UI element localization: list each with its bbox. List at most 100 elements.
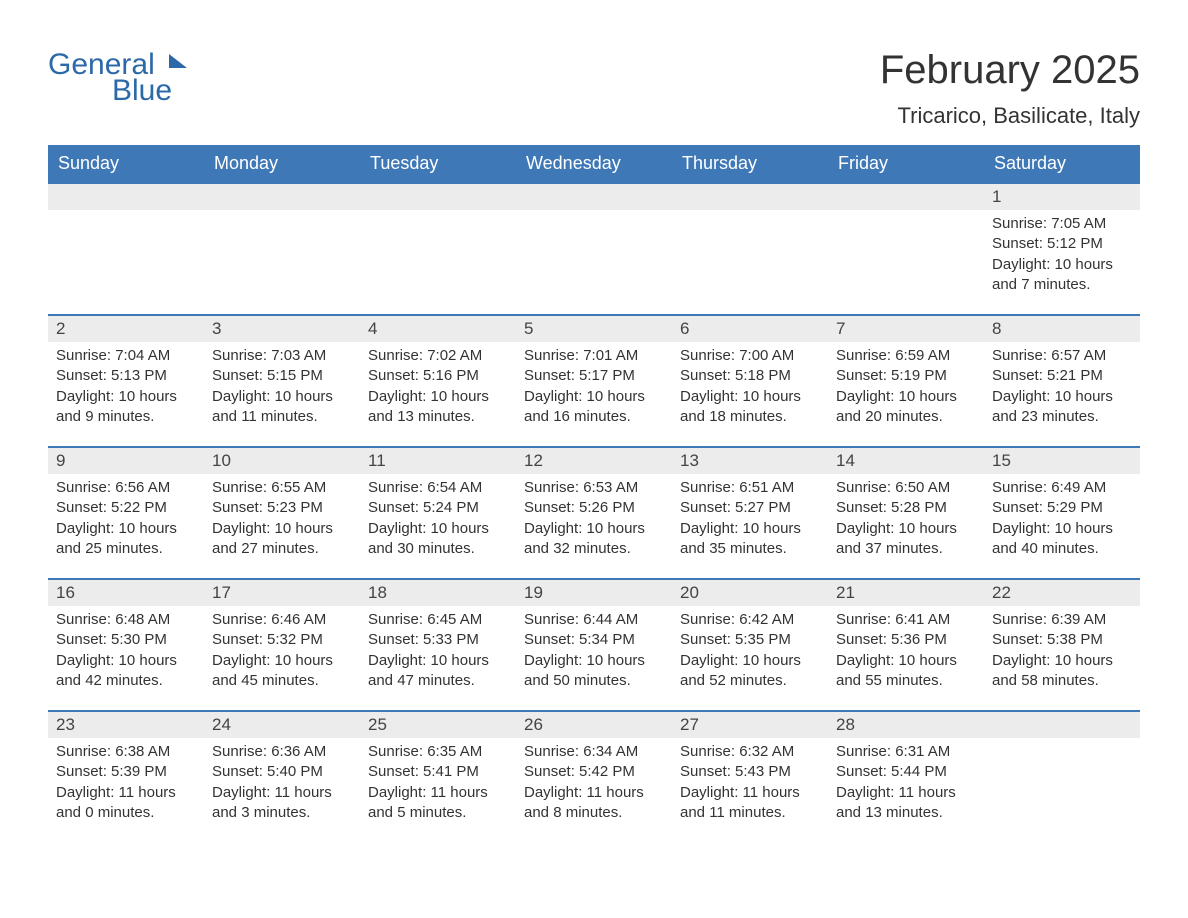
sunrise-line: Sunrise: 6:54 AM [368,478,508,498]
sunset-line: Sunset: 5:26 PM [524,498,664,518]
daylight-line: Daylight: 11 hours and 8 minutes. [524,783,664,824]
day-number: 8 [984,316,1140,342]
sunset-label: Sunset: [368,367,419,384]
daylight-line: Daylight: 11 hours and 13 minutes. [836,783,976,824]
sunrise-line: Sunrise: 6:49 AM [992,478,1132,498]
day-cell: 20Sunrise: 6:42 AMSunset: 5:35 PMDayligh… [672,580,828,710]
sunrise-label: Sunrise: [56,743,111,760]
daylight-label: Daylight: [680,652,738,669]
sunset-value: 5:28 PM [891,499,947,516]
sunrise-line: Sunrise: 6:39 AM [992,610,1132,630]
weekday-header: Sunday [48,145,204,182]
sunrise-line: Sunrise: 7:04 AM [56,346,196,366]
sunset-label: Sunset: [524,499,575,516]
sunset-value: 5:41 PM [423,763,479,780]
day-details: Sunrise: 6:34 AMSunset: 5:42 PMDaylight:… [516,738,672,831]
day-cell [516,184,672,314]
sunrise-line: Sunrise: 6:35 AM [368,742,508,762]
sunset-label: Sunset: [524,367,575,384]
day-details: Sunrise: 6:36 AMSunset: 5:40 PMDaylight:… [204,738,360,831]
day-cell: 13Sunrise: 6:51 AMSunset: 5:27 PMDayligh… [672,448,828,578]
daylight-label: Daylight: [368,784,426,801]
sunset-value: 5:16 PM [423,367,479,384]
sunrise-line: Sunrise: 6:56 AM [56,478,196,498]
day-details: Sunrise: 6:31 AMSunset: 5:44 PMDaylight:… [828,738,984,831]
day-number: 17 [204,580,360,606]
daylight-label: Daylight: [992,388,1050,405]
sunrise-label: Sunrise: [836,743,891,760]
day-details: Sunrise: 6:48 AMSunset: 5:30 PMDaylight:… [48,606,204,699]
daylight-label: Daylight: [992,256,1050,273]
day-number: 18 [360,580,516,606]
day-details: Sunrise: 7:03 AMSunset: 5:15 PMDaylight:… [204,342,360,435]
daylight-label: Daylight: [212,520,270,537]
sunset-label: Sunset: [56,367,107,384]
sunrise-line: Sunrise: 6:46 AM [212,610,352,630]
sunrise-value: 6:42 AM [739,611,794,628]
calendar-body: 1Sunrise: 7:05 AMSunset: 5:12 PMDaylight… [48,182,1140,842]
sunrise-line: Sunrise: 6:44 AM [524,610,664,630]
daylight-line: Daylight: 11 hours and 5 minutes. [368,783,508,824]
daylight-line: Daylight: 11 hours and 0 minutes. [56,783,196,824]
day-details: Sunrise: 6:41 AMSunset: 5:36 PMDaylight:… [828,606,984,699]
day-cell: 4Sunrise: 7:02 AMSunset: 5:16 PMDaylight… [360,316,516,446]
sunset-label: Sunset: [836,763,887,780]
week-row: 16Sunrise: 6:48 AMSunset: 5:30 PMDayligh… [48,578,1140,710]
daylight-line: Daylight: 11 hours and 11 minutes. [680,783,820,824]
sunrise-label: Sunrise: [836,479,891,496]
sunrise-value: 6:59 AM [895,347,950,364]
day-cell: 23Sunrise: 6:38 AMSunset: 5:39 PMDayligh… [48,712,204,842]
daylight-line: Daylight: 10 hours and 18 minutes. [680,387,820,428]
day-cell: 2Sunrise: 7:04 AMSunset: 5:13 PMDaylight… [48,316,204,446]
day-cell: 22Sunrise: 6:39 AMSunset: 5:38 PMDayligh… [984,580,1140,710]
sunrise-label: Sunrise: [992,347,1047,364]
day-cell: 9Sunrise: 6:56 AMSunset: 5:22 PMDaylight… [48,448,204,578]
daylight-label: Daylight: [836,388,894,405]
day-number [672,184,828,210]
sunrise-label: Sunrise: [212,743,267,760]
daylight-label: Daylight: [212,388,270,405]
sunset-value: 5:13 PM [111,367,167,384]
daylight-label: Daylight: [680,784,738,801]
day-details: Sunrise: 6:59 AMSunset: 5:19 PMDaylight:… [828,342,984,435]
sunrise-value: 6:31 AM [895,743,950,760]
location-text: Tricarico, Basilicate, Italy [880,103,1140,129]
sunrise-value: 7:03 AM [271,347,326,364]
sunrise-line: Sunrise: 6:48 AM [56,610,196,630]
sunset-label: Sunset: [836,631,887,648]
sunrise-value: 6:48 AM [115,611,170,628]
day-number: 26 [516,712,672,738]
daylight-label: Daylight: [524,652,582,669]
daylight-line: Daylight: 10 hours and 50 minutes. [524,651,664,692]
sunrise-value: 6:45 AM [427,611,482,628]
sunrise-value: 6:50 AM [895,479,950,496]
daylight-label: Daylight: [836,784,894,801]
sunset-label: Sunset: [368,631,419,648]
sunrise-line: Sunrise: 7:05 AM [992,214,1132,234]
day-number: 25 [360,712,516,738]
day-details: Sunrise: 6:54 AMSunset: 5:24 PMDaylight:… [360,474,516,567]
sunset-line: Sunset: 5:40 PM [212,762,352,782]
day-details: Sunrise: 7:02 AMSunset: 5:16 PMDaylight:… [360,342,516,435]
sunrise-value: 6:41 AM [895,611,950,628]
day-number: 2 [48,316,204,342]
day-cell: 21Sunrise: 6:41 AMSunset: 5:36 PMDayligh… [828,580,984,710]
day-cell [204,184,360,314]
sunset-line: Sunset: 5:30 PM [56,630,196,650]
day-details: Sunrise: 6:32 AMSunset: 5:43 PMDaylight:… [672,738,828,831]
day-cell [48,184,204,314]
sunset-label: Sunset: [836,367,887,384]
daylight-line: Daylight: 10 hours and 16 minutes. [524,387,664,428]
day-number: 12 [516,448,672,474]
sunset-value: 5:33 PM [423,631,479,648]
daylight-label: Daylight: [524,388,582,405]
sunset-label: Sunset: [680,631,731,648]
sunrise-label: Sunrise: [56,347,111,364]
sunset-label: Sunset: [836,499,887,516]
sunset-value: 5:40 PM [267,763,323,780]
sunrise-line: Sunrise: 6:53 AM [524,478,664,498]
sunrise-value: 6:32 AM [739,743,794,760]
sunrise-value: 6:34 AM [583,743,638,760]
sunset-value: 5:29 PM [1047,499,1103,516]
daylight-line: Daylight: 10 hours and 45 minutes. [212,651,352,692]
